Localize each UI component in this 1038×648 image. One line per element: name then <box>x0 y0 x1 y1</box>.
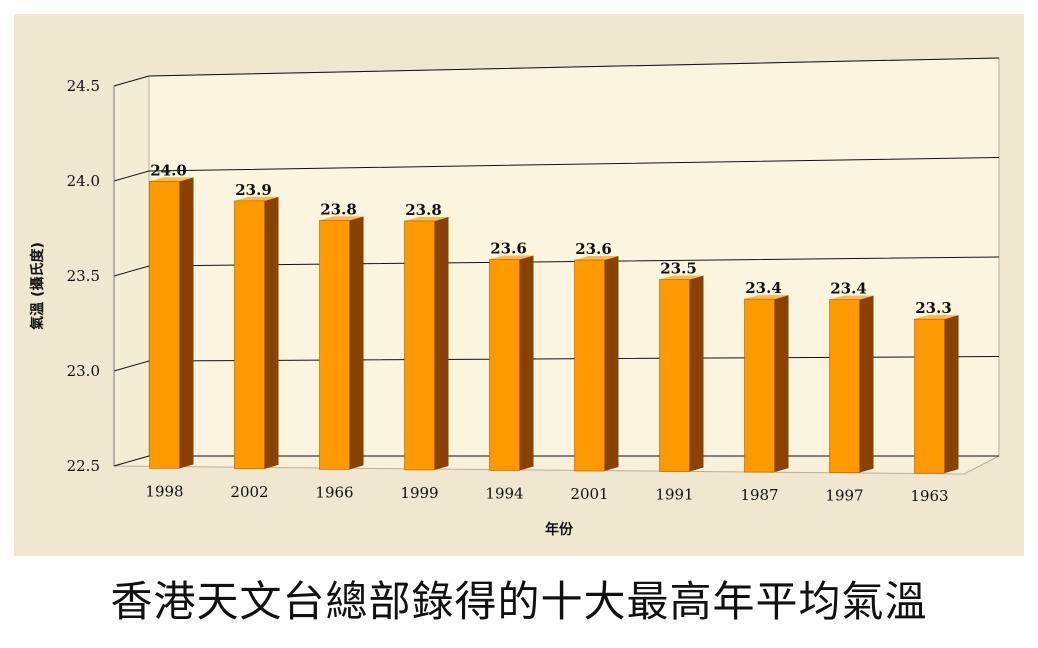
data-label: 23.6 <box>490 239 527 257</box>
data-label: 23.9 <box>235 181 272 199</box>
y-axis-title: 氣溫 (攝氏度) <box>29 242 46 330</box>
bar-side <box>264 196 279 469</box>
data-label: 23.5 <box>660 260 697 278</box>
x-tick-label: 1994 <box>485 484 523 502</box>
bar <box>489 259 520 471</box>
bar <box>574 259 605 472</box>
bar-top <box>489 255 534 260</box>
bar <box>319 220 350 470</box>
y-tick-label: 23.0 <box>67 362 100 380</box>
bar-side <box>859 295 874 473</box>
x-tick-label: 2002 <box>230 483 268 501</box>
bar-top <box>404 216 449 221</box>
bar-top <box>319 216 364 221</box>
bar <box>404 220 435 471</box>
bar-side <box>519 255 534 471</box>
gridline <box>113 256 1000 277</box>
x-tick-label: 1999 <box>400 484 438 502</box>
bar-top <box>149 177 194 182</box>
data-label: 24.0 <box>150 161 187 179</box>
x-tick-label: 1987 <box>740 486 778 504</box>
gridline <box>113 455 999 467</box>
bar-top <box>574 256 619 261</box>
chart-caption: 香港天文台總部錄得的十大最高年平均氣溫 <box>110 577 928 626</box>
bar-side <box>689 275 704 472</box>
bar-side <box>774 295 789 473</box>
data-label: 23.8 <box>405 201 442 219</box>
x-tick-label: 1963 <box>910 487 948 505</box>
bar-top <box>659 275 704 280</box>
gridline <box>113 356 1000 372</box>
x-tick-label: 1991 <box>655 486 693 504</box>
bar-top <box>829 295 874 300</box>
bar-side <box>944 315 959 474</box>
bar <box>234 200 265 470</box>
bar-side <box>434 216 449 470</box>
bar-chart: 22.5 23.0 23.5 24.0 24.5 24.0 1998 23.9 2002 23.8… <box>29 57 1000 538</box>
bar-top <box>744 295 789 300</box>
bar <box>744 298 775 473</box>
y-tick-label: 22.5 <box>67 457 100 475</box>
bar-side <box>349 216 364 470</box>
bar-top <box>234 196 279 201</box>
y-tick-label: 24.5 <box>67 77 100 95</box>
data-label: 23.8 <box>320 200 357 218</box>
chart-panel: 22.5 23.0 23.5 24.0 24.5 24.0 1998 23.9 2002 23.8… <box>14 14 1024 556</box>
x-tick-label: 1997 <box>825 487 863 505</box>
x-tick-label: 1966 <box>315 483 353 501</box>
data-label: 23.3 <box>915 299 952 317</box>
bar-top <box>914 315 959 320</box>
bar-side <box>604 256 619 472</box>
bar <box>829 299 860 473</box>
y-tick-label: 23.5 <box>67 267 100 285</box>
x-tick-label: 2001 <box>570 485 608 503</box>
data-label: 23.6 <box>575 240 612 258</box>
x-tick-label: 1998 <box>145 482 183 500</box>
data-label: 23.4 <box>745 279 782 297</box>
x-axis-title: 年份 <box>545 521 574 538</box>
bar <box>914 318 945 474</box>
y-tick-label: 24.0 <box>67 172 100 190</box>
gridline <box>113 57 1000 87</box>
bar <box>149 181 180 469</box>
bar-side <box>179 177 194 469</box>
data-label: 23.4 <box>830 280 867 298</box>
gridline <box>113 157 1000 182</box>
bar <box>659 279 690 472</box>
